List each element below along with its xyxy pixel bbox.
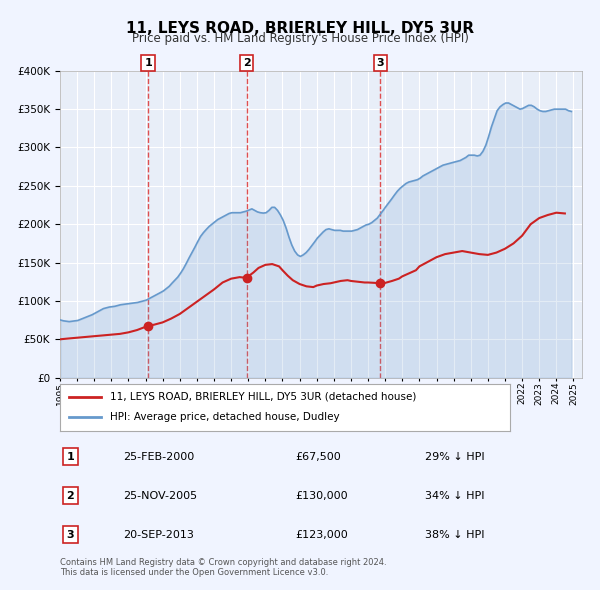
Text: 3: 3 xyxy=(377,58,384,68)
Text: £130,000: £130,000 xyxy=(295,491,347,500)
Text: £123,000: £123,000 xyxy=(295,530,347,539)
Text: 34% ↓ HPI: 34% ↓ HPI xyxy=(425,491,485,500)
Text: 3: 3 xyxy=(67,530,74,539)
Text: 1: 1 xyxy=(67,452,74,461)
Text: 25-FEB-2000: 25-FEB-2000 xyxy=(122,452,194,461)
Text: 20-SEP-2013: 20-SEP-2013 xyxy=(122,530,194,539)
Text: 2: 2 xyxy=(242,58,250,68)
Text: 29% ↓ HPI: 29% ↓ HPI xyxy=(425,452,485,461)
Text: Price paid vs. HM Land Registry's House Price Index (HPI): Price paid vs. HM Land Registry's House … xyxy=(131,32,469,45)
Text: 11, LEYS ROAD, BRIERLEY HILL, DY5 3UR (detached house): 11, LEYS ROAD, BRIERLEY HILL, DY5 3UR (d… xyxy=(110,392,416,402)
Text: 1: 1 xyxy=(144,58,152,68)
Text: 25-NOV-2005: 25-NOV-2005 xyxy=(122,491,197,500)
Text: This data is licensed under the Open Government Licence v3.0.: This data is licensed under the Open Gov… xyxy=(60,568,328,576)
Text: £67,500: £67,500 xyxy=(295,452,341,461)
Text: 2: 2 xyxy=(67,491,74,500)
Text: 38% ↓ HPI: 38% ↓ HPI xyxy=(425,530,485,539)
Text: 11, LEYS ROAD, BRIERLEY HILL, DY5 3UR: 11, LEYS ROAD, BRIERLEY HILL, DY5 3UR xyxy=(126,21,474,35)
Text: Contains HM Land Registry data © Crown copyright and database right 2024.: Contains HM Land Registry data © Crown c… xyxy=(60,558,386,566)
Text: HPI: Average price, detached house, Dudley: HPI: Average price, detached house, Dudl… xyxy=(110,412,339,422)
